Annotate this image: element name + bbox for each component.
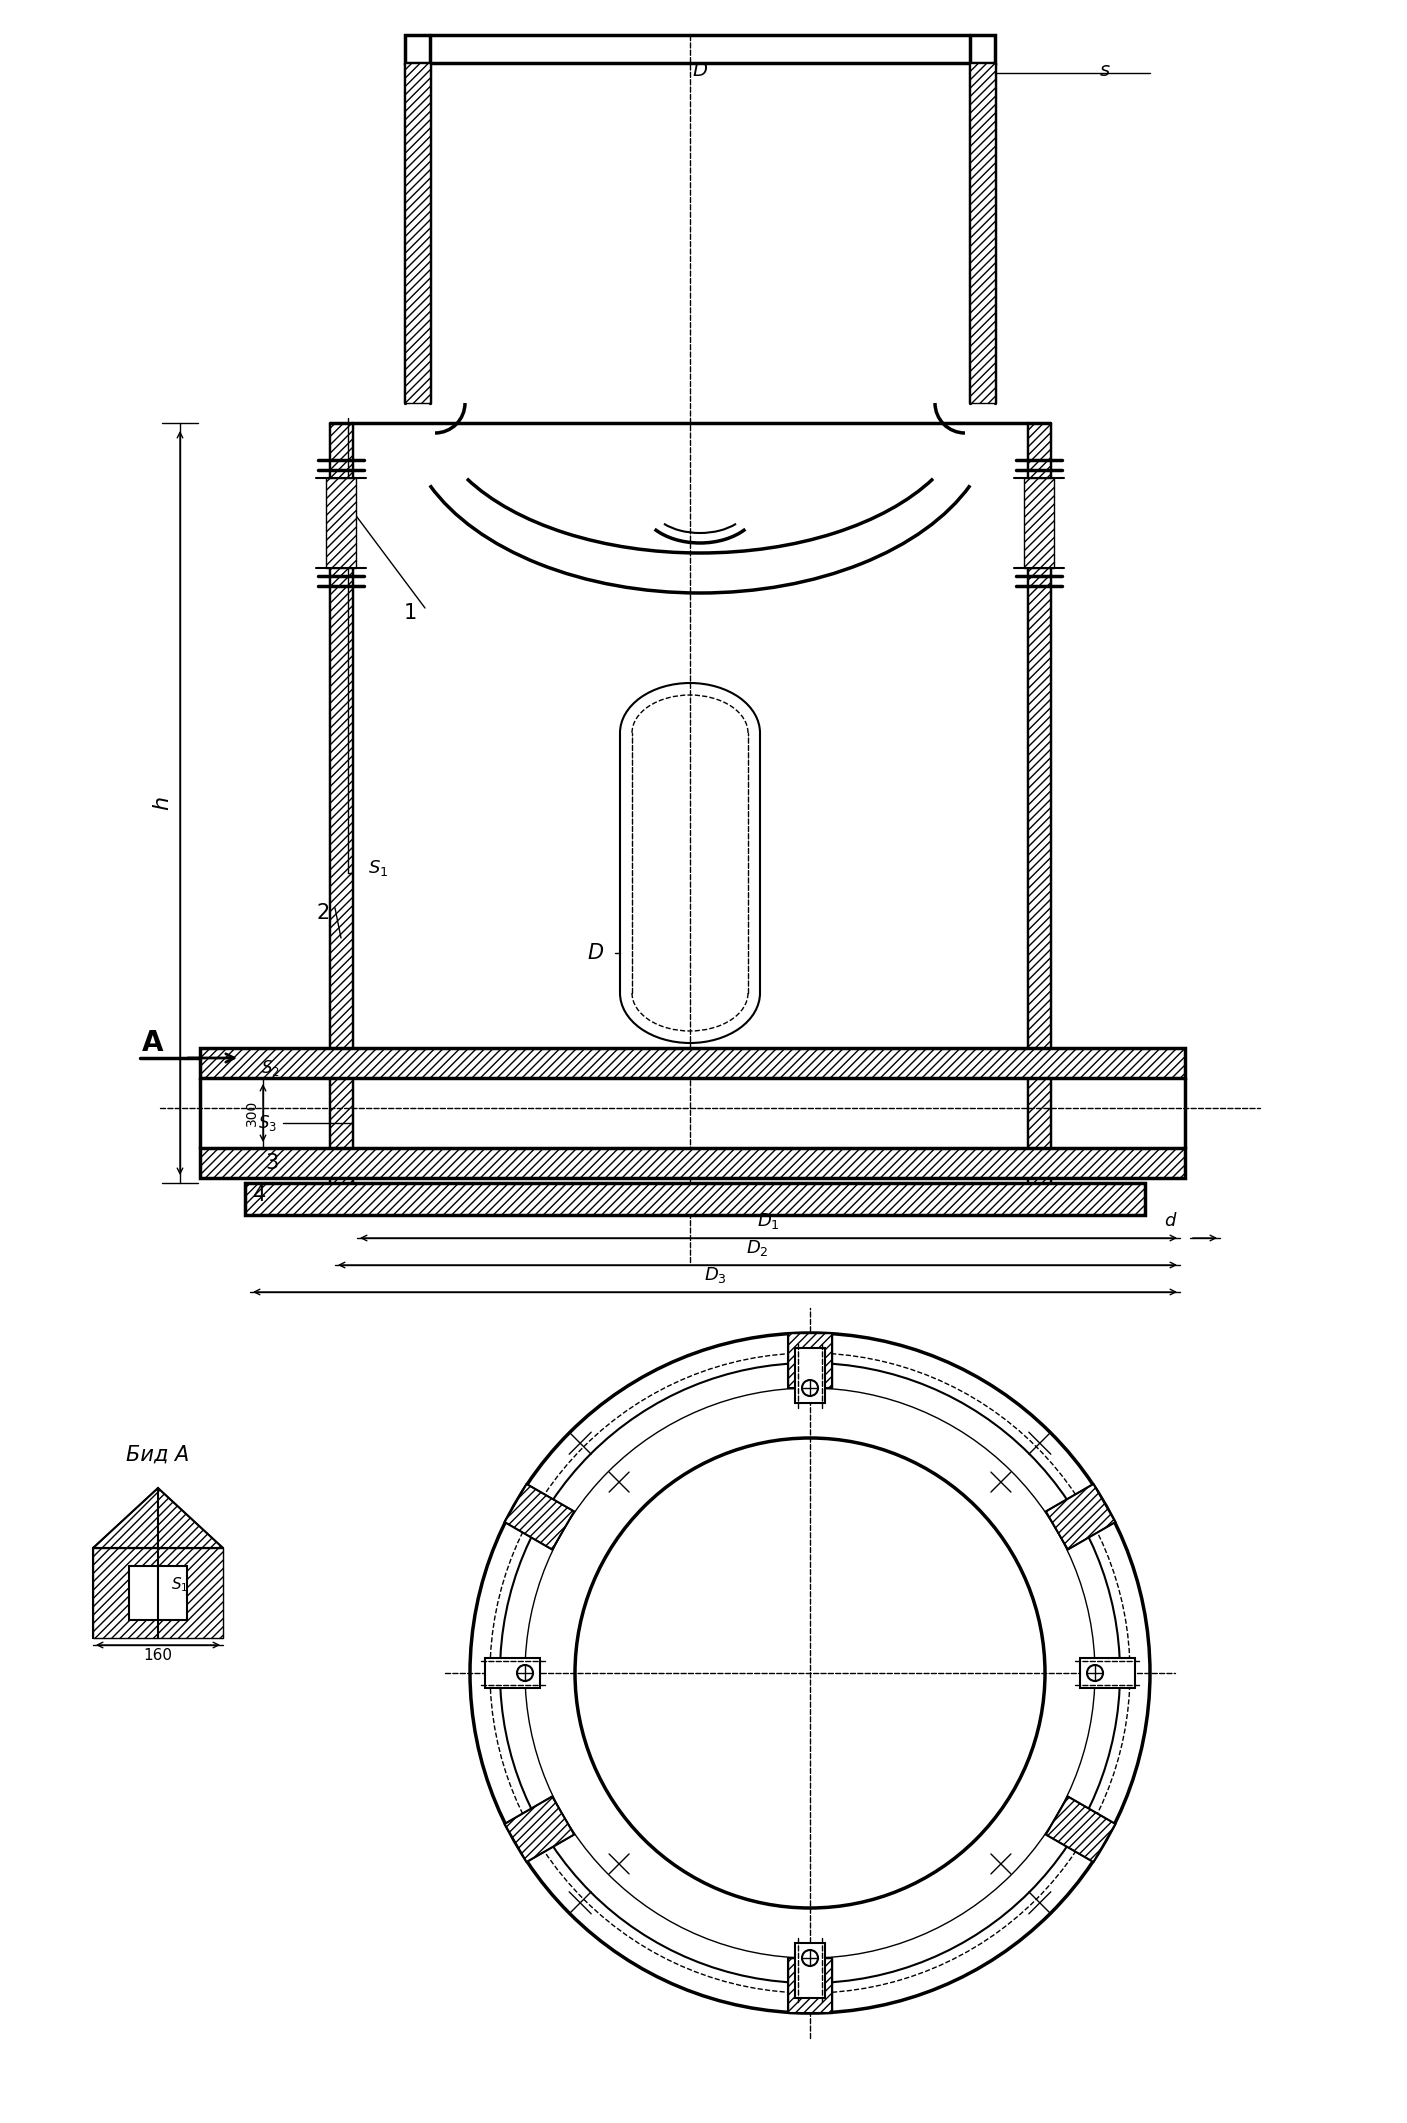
Text: $D_1$: $D_1$ [757, 1210, 779, 1231]
Text: $D_3$: $D_3$ [704, 1265, 726, 1284]
Bar [405, 64, 431, 403]
Polygon shape [505, 1796, 574, 1862]
Bar [405, 34, 995, 64]
Text: 4: 4 [253, 1185, 266, 1206]
Polygon shape [788, 1333, 832, 1388]
Bar [331, 422, 352, 1183]
Text: $S_1$: $S_1$ [367, 858, 388, 879]
Bar [200, 1049, 1185, 1078]
Polygon shape [505, 1484, 574, 1550]
Text: d: d [1165, 1212, 1176, 1229]
Text: 160: 160 [144, 1647, 173, 1664]
Polygon shape [485, 1658, 540, 1688]
Bar [969, 64, 995, 403]
Text: Бид A: Бид A [127, 1446, 190, 1465]
Bar [200, 1049, 1185, 1078]
Bar [93, 1548, 222, 1639]
Polygon shape [1045, 1484, 1116, 1550]
Text: $S_2$: $S_2$ [260, 1057, 280, 1078]
Polygon shape [93, 1488, 222, 1548]
Bar [1029, 422, 1050, 1183]
Polygon shape [1081, 1658, 1135, 1688]
Text: $D_2$: $D_2$ [746, 1238, 768, 1259]
Bar [326, 478, 356, 569]
Text: s: s [1100, 62, 1110, 81]
Text: 3: 3 [266, 1153, 279, 1174]
Polygon shape [788, 1957, 832, 2013]
Bar [200, 1149, 1185, 1178]
Text: 1: 1 [404, 603, 416, 622]
Text: $S_3$: $S_3$ [259, 1112, 277, 1134]
Bar [129, 1567, 187, 1620]
Polygon shape [795, 1348, 825, 1403]
Bar [200, 1149, 1185, 1178]
Polygon shape [1045, 1796, 1116, 1862]
Text: D: D [587, 943, 604, 964]
Text: h: h [152, 796, 172, 811]
Text: $S_1$: $S_1$ [172, 1575, 189, 1594]
Text: 300: 300 [245, 1100, 259, 1125]
Text: 2: 2 [317, 902, 329, 924]
Bar [245, 1183, 1145, 1214]
Polygon shape [795, 1943, 825, 1998]
Text: D: D [692, 62, 708, 81]
Bar [1024, 478, 1054, 569]
Bar [93, 1548, 222, 1639]
Bar [245, 1183, 1145, 1214]
Text: A: A [142, 1030, 163, 1057]
